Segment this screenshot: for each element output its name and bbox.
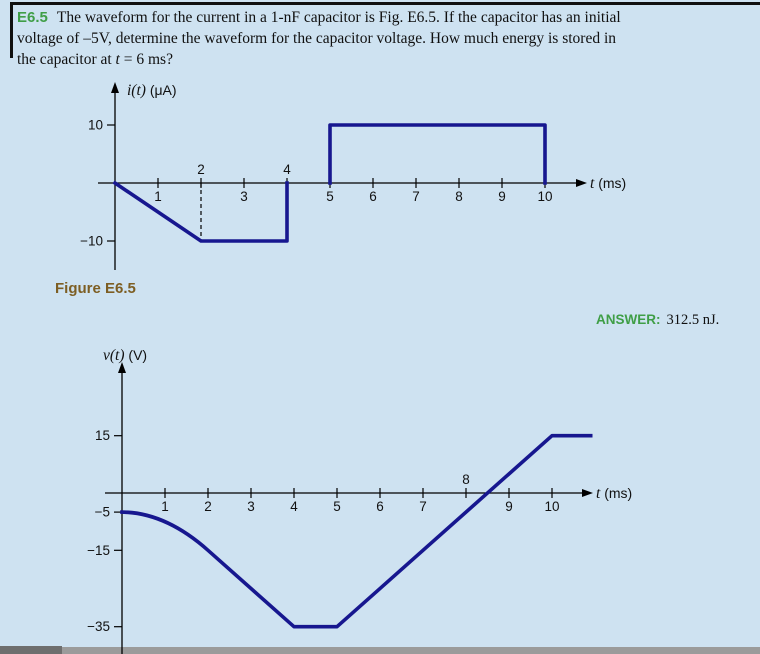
- y-axis-arrow-icon: [118, 362, 126, 373]
- x-tick-label: 2: [197, 162, 205, 177]
- current-waveform-chart: 1 2 3 4 5 6 7 8 9 10 10 −10 i(t) (μA) t (ms): [80, 82, 626, 270]
- x-tick-label: 4: [290, 499, 298, 514]
- figure-caption: Figure E6.5: [55, 280, 136, 297]
- y-tick-label: −5: [95, 505, 110, 520]
- time-variable: t: [115, 51, 120, 68]
- x-axis-arrow-icon: [582, 489, 593, 497]
- x-axis-label: t (ms): [590, 175, 626, 192]
- x-tick-label: 6: [369, 189, 377, 204]
- y-tick-label: 10: [88, 118, 103, 133]
- x-tick-label: 1: [154, 189, 162, 204]
- x-tick-label: 4: [283, 162, 291, 177]
- top-border-rule: [10, 2, 760, 5]
- x-tick-label: 9: [505, 499, 513, 514]
- y-tick-label: −35: [87, 619, 110, 634]
- x-tick-label: 5: [333, 499, 341, 514]
- problem-text-3b: = 6 ms?: [119, 51, 173, 68]
- y-axis-label: i(t) (μA): [127, 82, 177, 99]
- x-tick-label: 7: [412, 189, 420, 204]
- x-tick-label: 7: [419, 499, 427, 514]
- problem-line-1: E6.5 The waveform for the current in a 1-…: [17, 7, 621, 28]
- problem-statement: E6.5 The waveform for the current in a 1-…: [17, 7, 621, 70]
- problem-text-1: The waveform for the current in a 1-nF c…: [56, 9, 621, 26]
- x-tick-label: 9: [498, 189, 506, 204]
- x-axis-arrow-icon: [576, 179, 587, 187]
- x-tick-label: 6: [376, 499, 384, 514]
- waveform-path: [328, 123, 547, 185]
- voltage-waveform-chart: 1 2 3 4 5 6 7 8 9 10 15 −5 −15 −35 v(t) (V) t (ms): [87, 347, 632, 654]
- x-tick-label: 1: [161, 499, 169, 514]
- waveform-path: [112, 180, 289, 243]
- problem-line-2: voltage of –5V, determine the waveform f…: [17, 28, 617, 49]
- x-axis-label: t (ms): [596, 485, 632, 502]
- x-tick-label: 3: [247, 499, 255, 514]
- problem-number: E6.5: [17, 9, 48, 26]
- left-border-rule: [10, 2, 13, 58]
- y-tick-label: −10: [80, 234, 103, 249]
- bottom-page-edge: [0, 647, 760, 654]
- x-tick-label: 10: [544, 499, 559, 514]
- waveform-path: [120, 433, 593, 629]
- problem-text-2: voltage of –5V, determine the waveform f…: [17, 30, 617, 47]
- x-tick-label: 3: [240, 189, 248, 204]
- x-tick-label: 8: [462, 472, 470, 487]
- problem-line-3: the capacitor at t = 6 ms?: [17, 49, 617, 70]
- answer-label: ANSWER:: [596, 312, 661, 327]
- x-tick-label: 2: [204, 499, 212, 514]
- bottom-page-edge-corner: [0, 646, 62, 654]
- y-tick-label: 15: [95, 428, 110, 443]
- x-tick-label: 8: [455, 189, 463, 204]
- x-tick-label: 10: [537, 189, 552, 204]
- y-tick-label: −15: [87, 543, 110, 558]
- answer-value: 312.5 nJ.: [666, 312, 720, 328]
- x-tick-label: 5: [326, 189, 334, 204]
- problem-text-3a: the capacitor at: [17, 51, 116, 68]
- y-axis-label: v(t) (V): [103, 347, 147, 364]
- y-axis-arrow-icon: [111, 82, 119, 93]
- answer-line: ANSWER: 312.5 nJ.: [596, 312, 719, 329]
